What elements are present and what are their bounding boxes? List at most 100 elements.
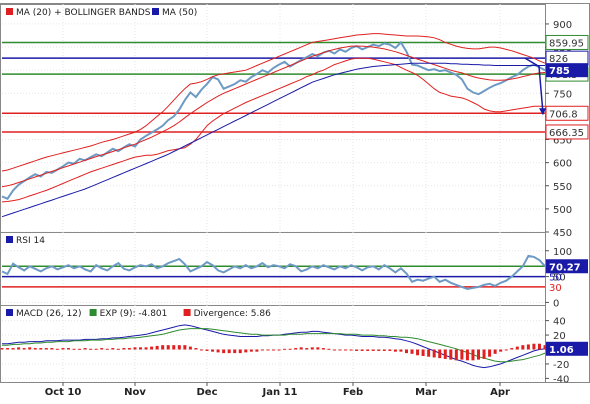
divergence-bar: [249, 349, 253, 352]
divergence-bar: [78, 348, 82, 350]
divergence-bar: [305, 348, 309, 350]
divergence-bar: [55, 348, 59, 350]
divergence-bar: [22, 348, 26, 350]
divergence-bar: [172, 345, 176, 350]
y-tick-label: 650: [553, 136, 572, 147]
divergence-bar: [6, 348, 10, 350]
divergence-bar: [0, 348, 4, 350]
x-tick-label: Dec: [196, 387, 217, 398]
divergence-bar: [393, 349, 397, 352]
legend-swatch: [183, 309, 191, 316]
y-tick-label: 900: [553, 20, 572, 31]
divergence-bar: [150, 346, 154, 350]
y-tick-label: 40: [553, 317, 566, 328]
legend-swatch: [6, 236, 13, 243]
divergence-bar: [449, 349, 453, 360]
divergence-bar: [294, 348, 298, 350]
divergence-bar: [61, 348, 65, 350]
divergence-bar: [194, 348, 198, 350]
last-value-tag-box: [546, 259, 588, 274]
divergence-bar: [432, 349, 436, 358]
legend-label: MA (20) + BOLLINGER BANDS: [16, 8, 151, 18]
level-tag: 30: [549, 283, 562, 294]
divergence-bar: [260, 349, 264, 351]
divergence-bar: [188, 346, 192, 350]
divergence-bar: [233, 349, 237, 354]
divergence-bar: [404, 349, 408, 354]
divergence-bar: [183, 345, 187, 350]
divergence-bar: [66, 348, 70, 350]
divergence-bar: [499, 349, 503, 352]
divergence-bar: [272, 349, 275, 351]
divergence-bar: [177, 345, 181, 350]
panel-border: [0, 305, 546, 383]
divergence-bar: [443, 349, 447, 359]
y-tick-label: -40: [553, 374, 569, 385]
divergence-bar: [199, 349, 203, 351]
divergence-bar: [482, 349, 486, 359]
divergence-bar: [155, 345, 159, 350]
x-tick-label: Apr: [490, 387, 510, 398]
divergence-bar: [255, 349, 259, 352]
arrow-path: [524, 57, 544, 114]
divergence-bar: [161, 345, 165, 350]
divergence-bar: [111, 348, 115, 350]
divergence-bar: [349, 349, 353, 351]
divergence-bar: [139, 347, 143, 350]
level-tag: 50: [549, 273, 562, 284]
divergence-bar: [471, 349, 475, 361]
y-tick-label: 450: [553, 228, 572, 239]
legend-label: MACD (26, 12): [16, 309, 82, 319]
divergence-bar: [399, 349, 403, 352]
y-tick-label: 550: [553, 182, 572, 193]
divergence-bar: [344, 349, 348, 351]
divergence-bar: [532, 343, 536, 350]
divergence-bar: [355, 349, 359, 351]
divergence-bar: [94, 348, 98, 350]
divergence-bar: [371, 349, 375, 351]
divergence-bar: [216, 349, 220, 353]
divergence-bar: [488, 349, 492, 357]
level-tag-box: [545, 124, 589, 140]
legend-swatch: [152, 8, 159, 15]
divergence-bar: [327, 348, 331, 350]
divergence-bar: [39, 348, 43, 350]
y-tick-label: -20: [553, 360, 569, 371]
level-tag-box: [545, 105, 589, 121]
level-tag: 826: [549, 54, 568, 65]
x-tick-label: Mar: [415, 387, 437, 398]
y-tick-label: 0: [553, 298, 559, 309]
series-line-exp-9-: [2, 328, 546, 363]
divergence-bar: [338, 349, 342, 351]
divergence-bar: [72, 348, 76, 350]
divergence-bar: [116, 348, 120, 350]
last-value-tag: 70.27: [549, 262, 581, 273]
divergence-bar: [244, 349, 248, 353]
divergence-bar: [133, 347, 137, 350]
series-line-price: [1, 40, 546, 200]
x-tick-label: Oct 10: [45, 387, 82, 398]
x-tick-label: Feb: [343, 387, 363, 398]
divergence-bar: [526, 344, 530, 350]
y-tick-label: 500: [553, 205, 572, 216]
divergence-bar: [477, 349, 481, 360]
divergence-bar: [144, 347, 148, 350]
legend-label: MA (50): [162, 8, 197, 18]
divergence-bar: [44, 348, 48, 350]
divergence-bar: [388, 349, 392, 351]
last-value-tag: 1.06: [549, 345, 574, 356]
series-line-bb-upper: [1, 33, 546, 172]
legend-swatch: [6, 309, 13, 316]
divergence-bar: [28, 347, 32, 350]
divergence-bar: [515, 346, 519, 350]
divergence-bar: [310, 347, 314, 350]
divergence-bar: [410, 349, 414, 354]
last-value-tag-box: [546, 341, 588, 356]
divergence-bar: [122, 348, 126, 350]
divergence-bar: [438, 349, 442, 359]
y-tick-label: 20: [553, 331, 566, 342]
legend-swatch: [6, 8, 13, 15]
y-tick-label: 50: [553, 273, 566, 284]
x-tick-label: Nov: [124, 387, 146, 398]
